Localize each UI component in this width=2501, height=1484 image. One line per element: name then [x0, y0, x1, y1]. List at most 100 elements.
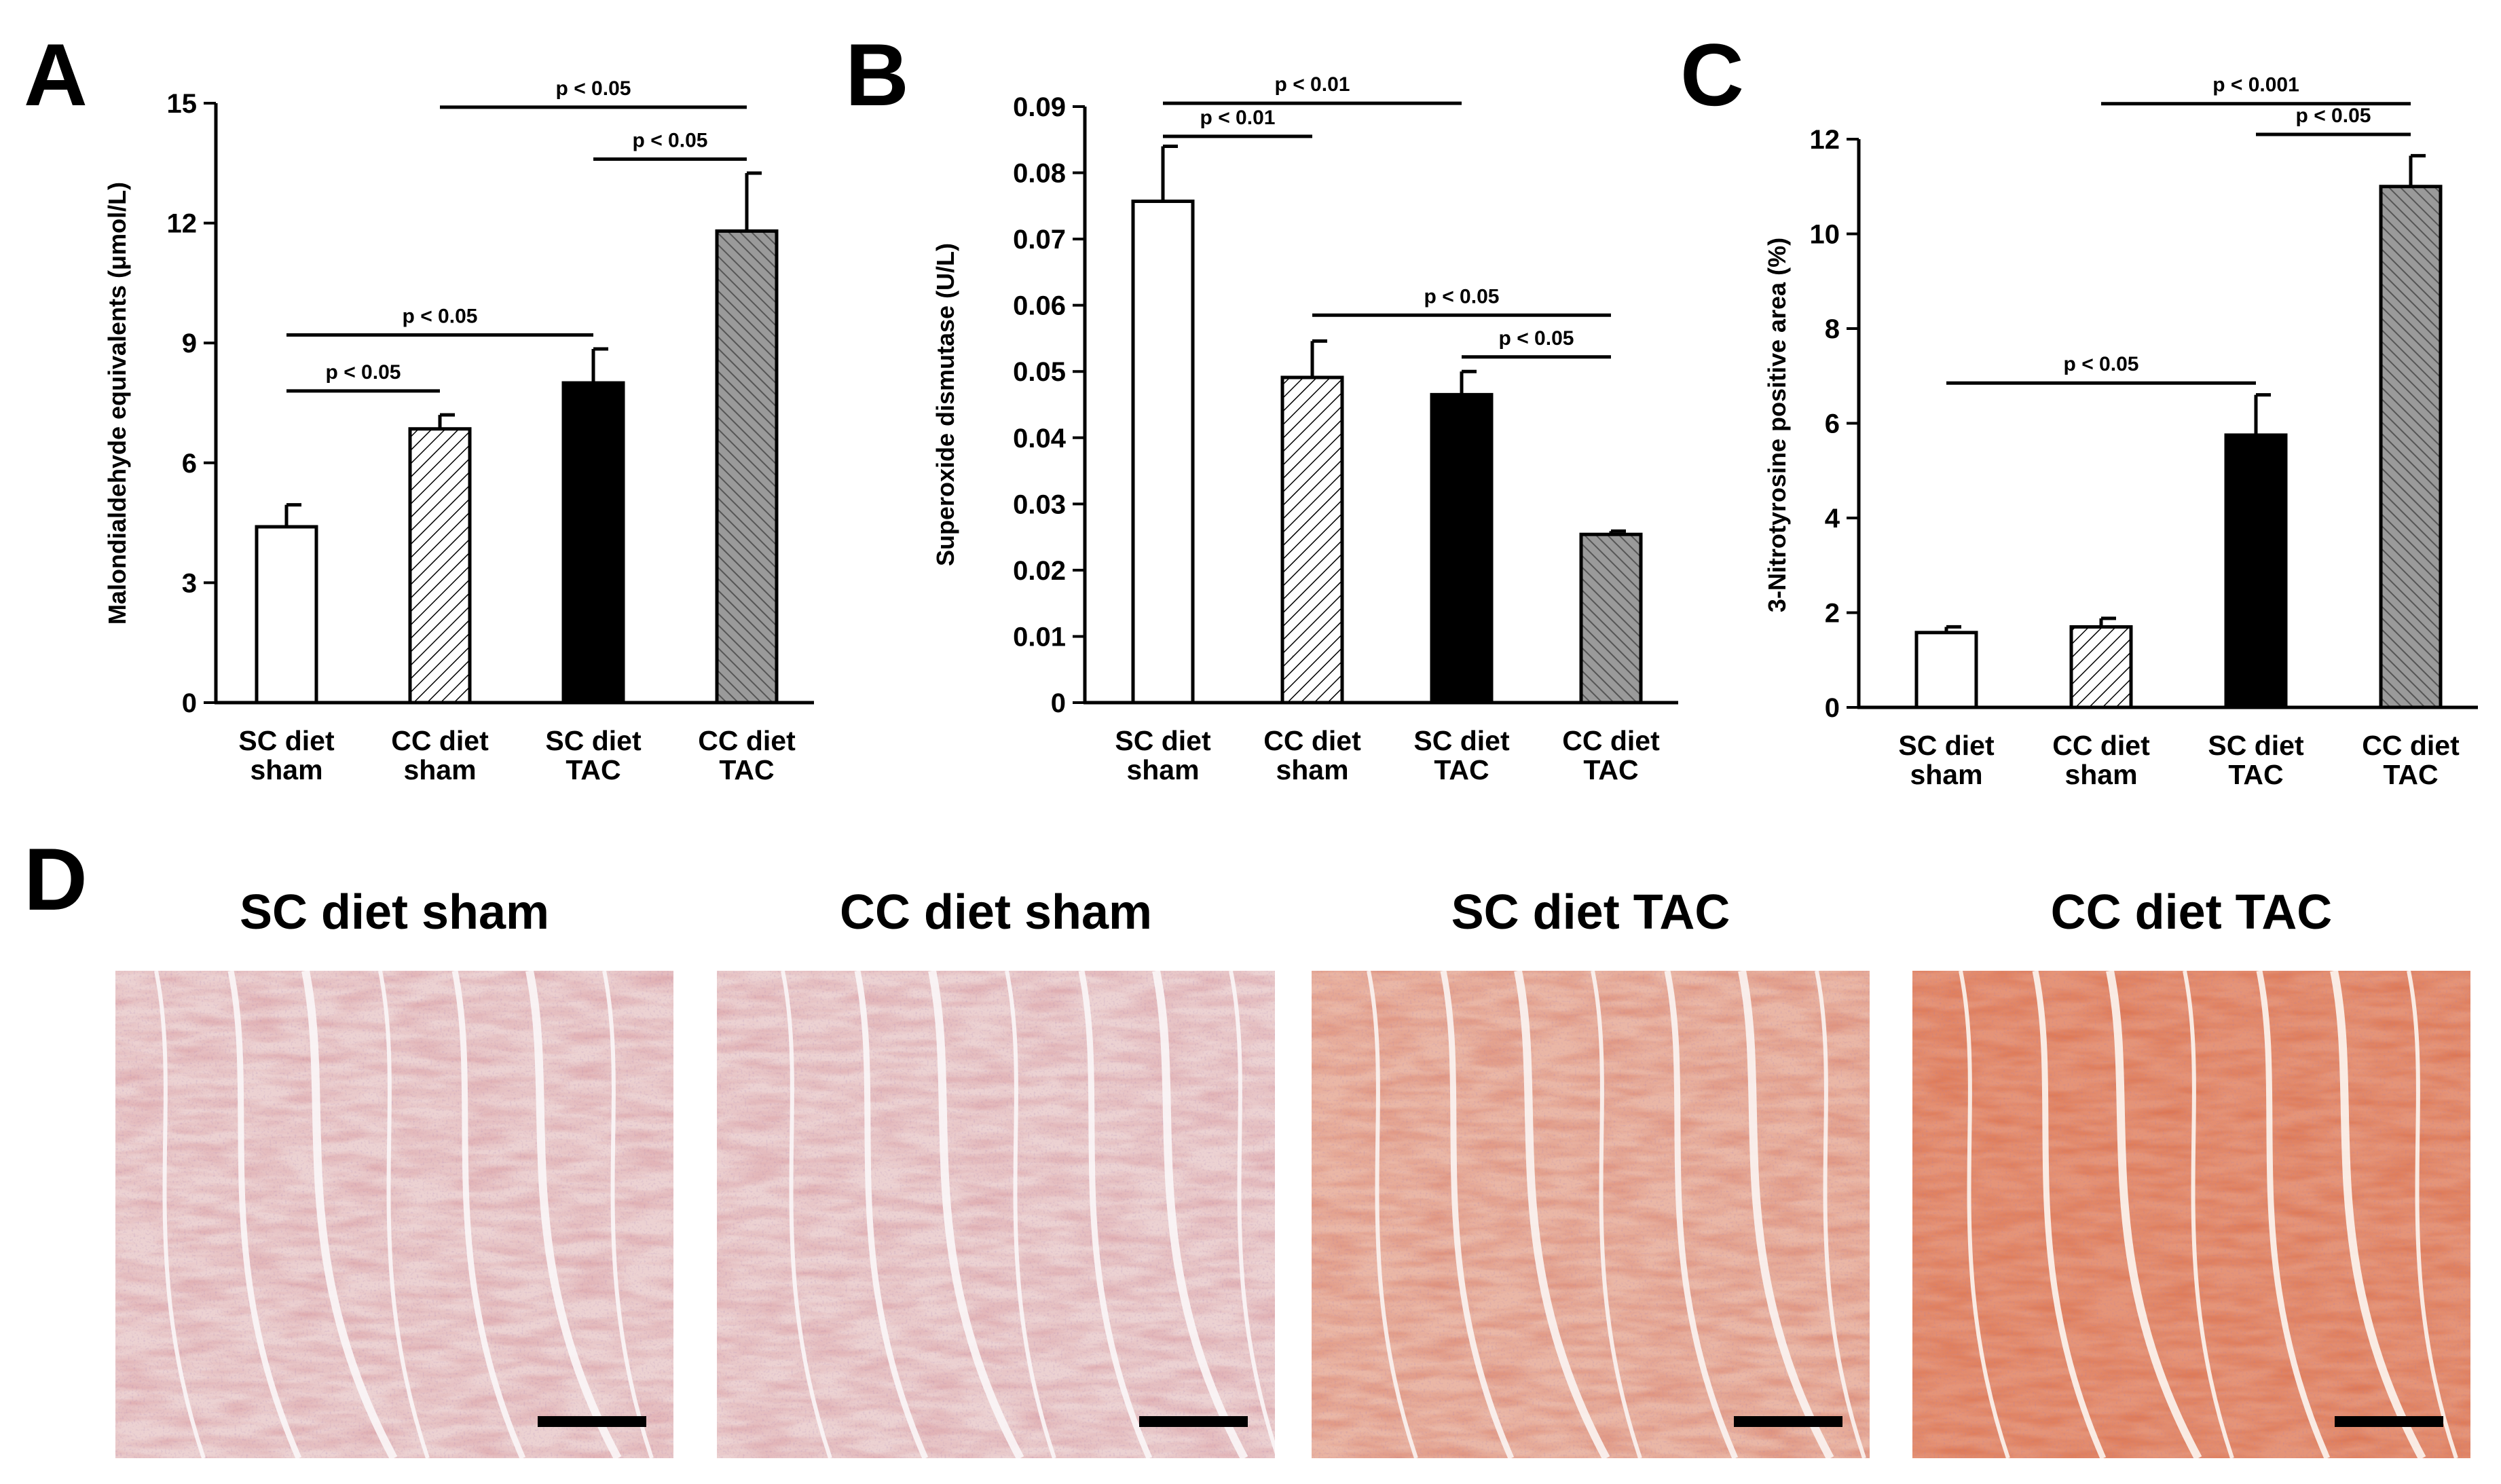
tissue-cleft — [1440, 971, 1515, 1458]
significance-label: p < 0.01 — [1200, 107, 1276, 129]
category-label-line2: TAC — [719, 754, 774, 785]
category-label-line2: sham — [1126, 754, 1199, 785]
bar — [1280, 375, 1344, 705]
y-tick-label: 0 — [1051, 688, 1066, 718]
significance-label: p < 0.05 — [633, 129, 708, 151]
category-label-line2: sham — [1910, 759, 1982, 790]
tissue-cleft — [1815, 971, 1866, 1458]
y-tick-label: 9 — [182, 329, 197, 358]
tissue-cleft — [1367, 971, 1418, 1458]
category-label-line1: SC diet — [1413, 725, 1510, 756]
y-tick-label: 0.02 — [1013, 556, 1066, 586]
y-tick-label: 0.05 — [1013, 357, 1066, 387]
significance-label: p < 0.05 — [2064, 353, 2139, 375]
category-label-line2: TAC — [2383, 759, 2438, 790]
y-tick-label: 10 — [1810, 220, 1840, 250]
tissue-cleft — [378, 971, 430, 1458]
y-tick-label: 0.01 — [1013, 622, 1066, 652]
category-label-line2: sham — [1276, 754, 1348, 785]
category-label-line2: sham — [2064, 759, 2137, 790]
y-axis-label: 3-Nitrotyrosine positive area (%) — [1763, 238, 1791, 612]
tissue-cleft — [2407, 971, 2458, 1458]
category-label-line1: CC diet — [2362, 730, 2460, 761]
category-label-line1: SC diet — [2208, 730, 2304, 761]
category-label-line1: CC diet — [2052, 730, 2150, 761]
tissue-cleft — [602, 971, 654, 1458]
category-label-line1: SC diet — [238, 725, 335, 756]
category-label-line2: TAC — [2228, 759, 2283, 790]
chart-b: 0 0.01 0.02 0.03 0.04 0.05 0.06 0.07 0.08 0.09 Sup… — [931, 73, 1678, 785]
histology-title: SC diet sham — [240, 885, 549, 940]
bar — [2379, 185, 2443, 709]
tissue-nuclei — [115, 971, 673, 1458]
significance-label: p < 0.001 — [2212, 74, 2299, 96]
y-tick-label: 8 — [1825, 314, 1840, 344]
category-label-line2: TAC — [566, 754, 620, 785]
histology-title: SC diet TAC — [1451, 885, 1730, 940]
tissue-cleft — [1514, 971, 1610, 1458]
y-tick-label: 0 — [182, 688, 197, 718]
histology-title: CC diet TAC — [2051, 885, 2333, 940]
tissue-cleft — [854, 971, 929, 1458]
y-tick-label: 2 — [1825, 599, 1840, 629]
histology-title: CC diet sham — [840, 885, 1152, 940]
category-label-line2: sham — [250, 754, 322, 785]
category-label-line1: CC diet — [1263, 725, 1361, 756]
category-label-line1: SC diet — [1898, 730, 1995, 761]
y-axis-label: Malondialdehyde equivalents (μmol/L) — [103, 182, 131, 625]
significance-label: p < 0.05 — [403, 305, 478, 327]
category-label-line1: CC diet — [1562, 725, 1660, 756]
scale-bar — [2335, 1416, 2443, 1427]
panel-letter-b: B — [845, 25, 909, 124]
tissue-cleft — [1591, 971, 1642, 1458]
category-label-line1: CC diet — [391, 725, 489, 756]
histology-panel: SC diet sham CC diet sham SC diet TAC CC di… — [115, 885, 2470, 1458]
significance-label: p < 0.05 — [1499, 327, 1574, 350]
panel-letter-a: A — [24, 25, 88, 124]
bar — [561, 381, 625, 705]
tissue-cleft — [2183, 971, 2234, 1458]
category-label-line2: TAC — [1583, 754, 1638, 785]
bar — [1914, 631, 1978, 709]
category-label-line1: SC diet — [1115, 725, 1211, 756]
category-label-line2: TAC — [1434, 754, 1489, 785]
tissue-cleft — [2032, 971, 2107, 1458]
significance-label: p < 0.05 — [326, 361, 401, 384]
significance-label: p < 0.05 — [556, 77, 631, 100]
y-tick-label: 0.03 — [1013, 489, 1066, 519]
scale-bar — [1734, 1416, 1842, 1427]
scale-bar — [538, 1416, 646, 1427]
y-tick-label: 12 — [1810, 125, 1840, 155]
bar — [2069, 625, 2133, 709]
y-tick-label: 3 — [182, 568, 197, 598]
histology-image — [115, 971, 673, 1458]
y-tick-label: 0 — [1825, 693, 1840, 723]
tissue-nuclei — [717, 971, 1275, 1458]
tissue-cleft — [2256, 971, 2331, 1458]
significance-label: p < 0.01 — [1275, 73, 1350, 96]
tissue-cleft — [154, 971, 206, 1458]
tissue-cleft — [2106, 971, 2202, 1458]
bar — [255, 525, 318, 705]
panel-letter-c: C — [1680, 25, 1744, 124]
tissue-cleft — [928, 971, 1024, 1458]
bar — [1430, 392, 1494, 705]
y-tick-label: 15 — [167, 89, 198, 119]
chart-a: 0 3 6 9 12 15 Malondialdehyde equivalents (μmo… — [103, 77, 814, 785]
tissue-nuclei — [1312, 971, 1870, 1458]
tissue-cleft — [781, 971, 832, 1458]
y-tick-label: 0.09 — [1013, 92, 1066, 122]
tissue-cleft — [301, 971, 398, 1458]
tissue-cleft — [1152, 971, 1248, 1458]
category-label-line1: CC diet — [698, 725, 796, 756]
tissue-cleft — [1078, 971, 1153, 1458]
bar — [2224, 433, 2288, 709]
y-axis-label: Superoxide dismutase (U/L) — [931, 243, 959, 566]
significance-label: p < 0.05 — [2296, 105, 2371, 127]
category-label-line1: SC diet — [545, 725, 642, 756]
tissue-cleft — [1005, 971, 1056, 1458]
category-label-line2: sham — [403, 754, 476, 785]
chart-c: 0 2 4 6 8 10 12 3-Nitrotyrosine positive area (… — [1763, 74, 2478, 790]
bar — [408, 427, 472, 705]
